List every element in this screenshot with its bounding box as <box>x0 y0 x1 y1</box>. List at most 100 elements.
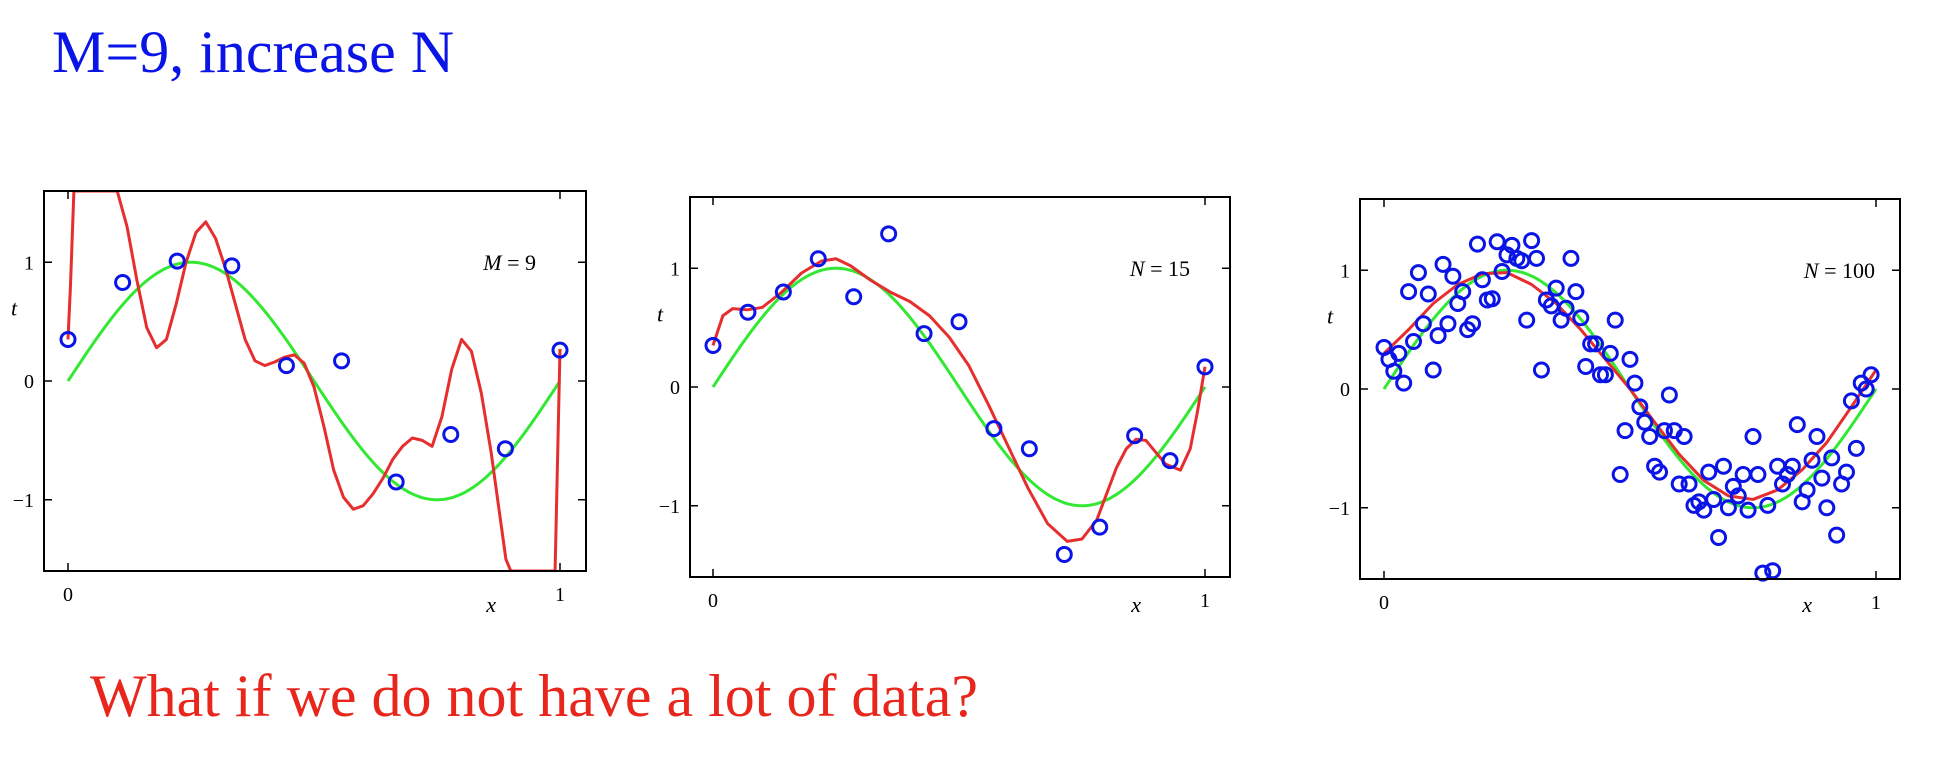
data-point <box>1744 428 1762 445</box>
data-point <box>1714 457 1732 475</box>
data-point <box>1749 466 1767 483</box>
data-point <box>1528 249 1546 267</box>
y-tick-label: 1 <box>670 258 680 280</box>
y-tick-label: 0 <box>670 377 680 399</box>
fitted-curve-line <box>66 191 562 571</box>
data-point <box>1562 249 1580 267</box>
data-point <box>1641 428 1659 445</box>
data-point <box>774 283 792 301</box>
data-point <box>1385 362 1403 380</box>
annotation-value: = 15 <box>1145 256 1190 281</box>
data-point <box>1161 452 1179 470</box>
data-point <box>223 257 241 275</box>
data-point <box>1670 475 1688 493</box>
data-point <box>809 250 827 268</box>
data-point <box>1409 264 1427 282</box>
data-point <box>1488 233 1506 251</box>
data-point <box>915 325 933 343</box>
data-point <box>1788 416 1806 434</box>
data-point <box>1611 466 1629 483</box>
data-point <box>1798 481 1816 499</box>
annotation-value: = 100 <box>1819 258 1875 283</box>
data-point <box>1803 451 1821 469</box>
data-point <box>1739 501 1757 519</box>
data-point <box>1754 564 1772 582</box>
data-point <box>168 252 186 270</box>
data-point <box>1464 315 1482 333</box>
annotation-variable: N <box>1803 258 1820 283</box>
y-tick-label: −1 <box>659 496 680 518</box>
annotation-variable: N <box>1129 256 1146 281</box>
data-point <box>1660 386 1678 404</box>
data-point <box>1532 361 1550 379</box>
data-point <box>1626 374 1644 392</box>
x-tick-label: 1 <box>555 584 565 606</box>
data-point <box>1616 422 1634 440</box>
data-point <box>1400 283 1418 301</box>
data-point <box>387 473 405 491</box>
data-point <box>1719 499 1737 517</box>
data-point <box>1591 366 1609 384</box>
data-point <box>1759 496 1777 514</box>
data-point <box>1764 562 1782 580</box>
data-point <box>1414 315 1432 333</box>
data-point <box>1468 235 1486 253</box>
data-point <box>1439 315 1457 333</box>
data-point <box>1862 366 1880 384</box>
data-point <box>1196 358 1214 376</box>
data-point <box>1454 283 1472 301</box>
data-point <box>1710 528 1728 546</box>
annotation-value: = 9 <box>502 250 536 275</box>
slide-title: M=9, increase N <box>52 19 455 85</box>
data-point <box>880 225 898 243</box>
data-point <box>1483 290 1501 308</box>
data-point <box>1631 398 1649 416</box>
x-axis-label: x <box>1130 592 1141 617</box>
true-curve-line <box>66 260 562 502</box>
slide-question: What if we do not have a lot of data? <box>90 663 978 729</box>
data-point <box>1055 545 1073 563</box>
data-point <box>1444 267 1462 285</box>
data-point <box>551 341 569 359</box>
y-tick-label: −1 <box>13 490 34 512</box>
data-point <box>1390 344 1408 362</box>
data-point <box>1557 299 1575 317</box>
legend-annotation: N = 100 <box>1803 258 1875 283</box>
legend-annotation: N = 15 <box>1129 256 1190 281</box>
x-axis-label: x <box>485 592 496 617</box>
data-point <box>1705 490 1723 508</box>
data-point <box>1823 449 1841 467</box>
data-point <box>333 352 351 370</box>
annotation-variable: M <box>482 250 503 275</box>
data-point <box>1655 422 1673 440</box>
x-tick-label: 1 <box>1871 592 1881 614</box>
data-point <box>1473 271 1491 289</box>
data-point <box>1596 366 1614 384</box>
data-point <box>1518 311 1536 329</box>
data-point <box>1493 262 1511 280</box>
y-tick-label: 1 <box>24 252 34 274</box>
true-curve-line <box>711 266 1207 508</box>
y-axis-label: t <box>657 302 664 327</box>
x-axis-label: x <box>1801 592 1812 617</box>
data-point <box>1523 232 1541 250</box>
data-point <box>1700 463 1718 481</box>
data-point <box>1395 374 1413 392</box>
data-point <box>845 288 863 306</box>
data-point <box>1587 335 1605 353</box>
data-point <box>1405 333 1423 350</box>
data-point <box>1091 518 1109 536</box>
fitted-curve-line <box>711 257 1207 543</box>
data-point <box>1783 457 1801 475</box>
data-point <box>704 336 722 354</box>
data-point <box>985 420 1003 438</box>
y-tick-label: 0 <box>1340 379 1350 401</box>
data-point <box>1020 440 1038 458</box>
data-point <box>739 303 757 321</box>
data-point <box>1651 463 1669 481</box>
y-tick-label: 0 <box>24 371 34 393</box>
y-tick-label: −1 <box>1329 498 1350 520</box>
data-point <box>1424 361 1442 379</box>
